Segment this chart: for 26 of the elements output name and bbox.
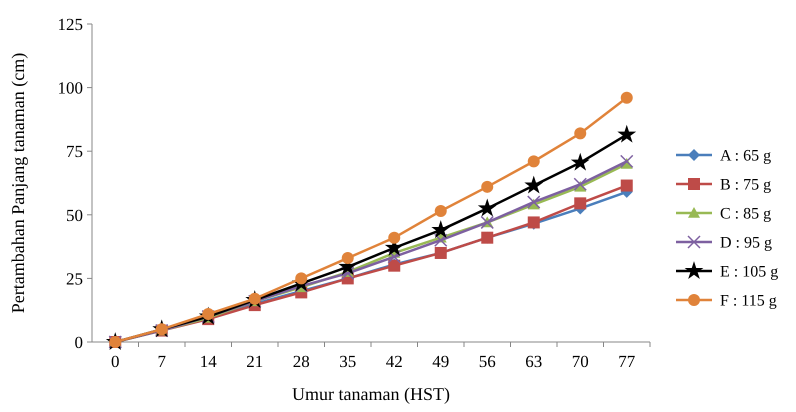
x-tick-label: 49 — [432, 352, 450, 371]
y-tick-label: 75 — [66, 142, 83, 162]
x-tick-label: 77 — [618, 352, 636, 371]
x-tick-label: 28 — [292, 352, 310, 371]
legend-label: A : 65 g — [720, 148, 772, 165]
x-tick-label: 42 — [386, 352, 403, 371]
y-tick-label: 50 — [66, 206, 83, 225]
x-tick-label: 35 — [339, 352, 356, 371]
x-tick-label: 21 — [246, 352, 264, 371]
legend-label: E : 105 g — [720, 264, 778, 281]
y-tick-label: 100 — [58, 78, 83, 98]
legend-label: C : 85 g — [720, 206, 772, 223]
y-tick-label: 25 — [66, 269, 83, 288]
legend-label: F : 115 g — [720, 292, 777, 310]
legend-label: D : 95 g — [720, 234, 772, 252]
legend-label: B : 75 g — [720, 176, 772, 194]
y-tick-label: 125 — [58, 14, 83, 34]
x-tick-label: 7 — [158, 352, 166, 371]
x-tick-label: 56 — [478, 352, 496, 371]
x-tick-label: 14 — [200, 352, 218, 371]
x-axis-title: Umur tanaman (HST) — [292, 384, 450, 404]
x-tick-label: 63 — [525, 352, 542, 371]
x-tick-label: 70 — [572, 352, 589, 371]
y-tick-label: 0 — [74, 332, 83, 352]
x-tick-label: 0 — [111, 352, 120, 371]
y-axis-title: Pertambahan Panjang tanaman (cm) — [8, 52, 28, 314]
